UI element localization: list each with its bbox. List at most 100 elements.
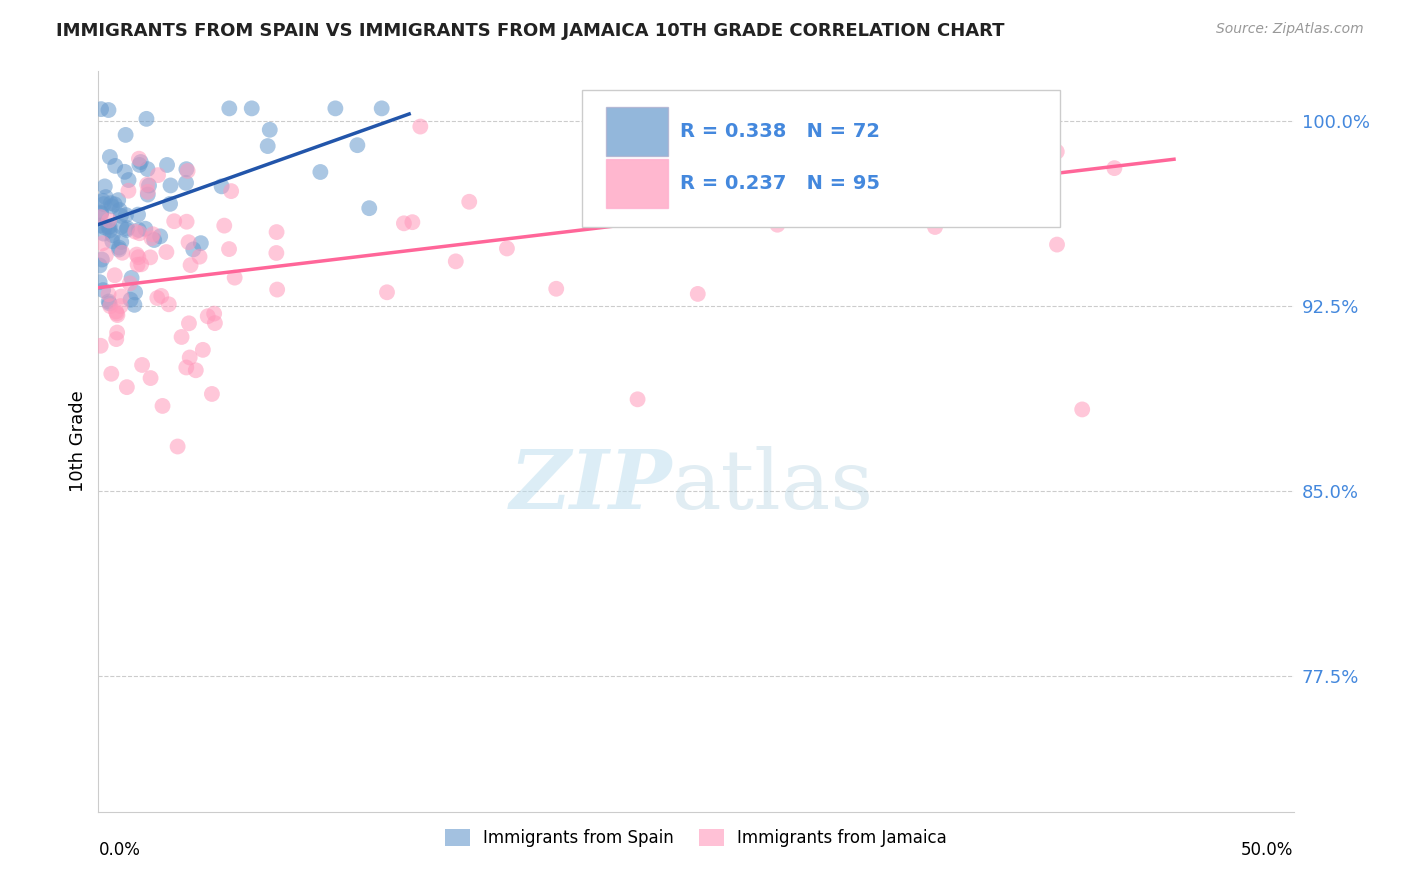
Point (90, 252, 112, 267)
Point (325, 101, 347, 115)
Point (97, 287, 120, 301)
Text: R = 0.338   N = 72: R = 0.338 N = 72 (681, 122, 880, 141)
Point (104, 197, 127, 211)
Point (91, 236, 114, 251)
Point (97, 213, 120, 227)
Point (97, 219, 120, 234)
Point (177, 316, 200, 330)
Point (128, 158, 150, 172)
Point (152, 399, 174, 413)
Point (124, 285, 146, 300)
Point (214, 219, 236, 233)
Point (835, 182, 858, 196)
Point (139, 250, 162, 264)
Point (375, 285, 398, 300)
Point (114, 128, 136, 142)
Point (1046, 237, 1069, 252)
Point (783, 156, 806, 170)
Point (89, 219, 111, 233)
Point (90, 206, 112, 220)
Point (110, 299, 132, 313)
Point (105, 326, 128, 340)
Point (110, 219, 132, 234)
Point (346, 138, 368, 153)
Point (176, 215, 198, 229)
Point (155, 245, 177, 260)
Point (98, 299, 121, 313)
Point (1046, 145, 1069, 159)
Point (124, 225, 146, 239)
Point (174, 176, 197, 190)
Text: R = 0.237   N = 95: R = 0.237 N = 95 (681, 174, 880, 193)
Point (741, 139, 763, 153)
Point (97, 294, 120, 309)
Point (127, 208, 149, 222)
Point (496, 242, 519, 256)
Point (266, 283, 288, 297)
Point (124, 298, 146, 312)
Point (924, 219, 946, 234)
Point (444, 254, 467, 268)
Text: IMMIGRANTS FROM SPAIN VS IMMIGRANTS FROM JAMAICA 10TH GRADE CORRELATION CHART: IMMIGRANTS FROM SPAIN VS IMMIGRANTS FROM… (56, 22, 1005, 40)
Point (159, 178, 181, 193)
Point (94, 179, 117, 194)
Point (309, 165, 332, 179)
Point (177, 235, 200, 250)
Point (176, 164, 198, 178)
Point (136, 185, 159, 199)
Point (240, 101, 263, 115)
Point (114, 165, 136, 179)
Point (91, 283, 114, 297)
Point (138, 178, 160, 193)
Point (118, 277, 141, 291)
Point (108, 202, 131, 217)
FancyBboxPatch shape (606, 159, 668, 208)
Point (191, 343, 214, 357)
Point (115, 223, 138, 237)
Point (159, 197, 181, 211)
Point (93, 197, 115, 211)
Point (105, 332, 128, 346)
Point (104, 304, 127, 318)
Point (117, 173, 139, 187)
Point (844, 131, 866, 145)
Point (141, 231, 163, 245)
Point (100, 196, 122, 211)
Point (90, 102, 112, 116)
Point (127, 258, 149, 272)
Point (98, 150, 121, 164)
Point (211, 179, 233, 194)
Point (129, 155, 152, 169)
Point (266, 225, 288, 239)
Point (104, 159, 127, 173)
Point (392, 216, 415, 230)
Point (100, 367, 122, 381)
Point (204, 316, 226, 330)
Point (128, 152, 150, 166)
Point (142, 227, 165, 242)
Point (900, 140, 922, 154)
Point (131, 358, 153, 372)
Point (149, 229, 172, 244)
Point (127, 250, 149, 264)
Text: ZIP: ZIP (509, 446, 672, 526)
FancyBboxPatch shape (582, 90, 1060, 227)
Point (135, 112, 157, 126)
Point (849, 121, 872, 136)
Text: Source: ZipAtlas.com: Source: ZipAtlas.com (1216, 22, 1364, 37)
Point (157, 297, 180, 311)
Point (170, 330, 193, 344)
Point (129, 257, 152, 271)
Point (125, 247, 148, 261)
Text: 50.0%: 50.0% (1241, 841, 1294, 859)
Point (197, 310, 219, 324)
Point (166, 440, 188, 454)
Point (139, 371, 162, 385)
Text: 0.0%: 0.0% (98, 841, 141, 859)
Point (136, 187, 159, 202)
Point (724, 176, 747, 190)
Point (224, 270, 246, 285)
Point (188, 250, 211, 264)
Point (146, 291, 169, 305)
Point (146, 168, 169, 182)
